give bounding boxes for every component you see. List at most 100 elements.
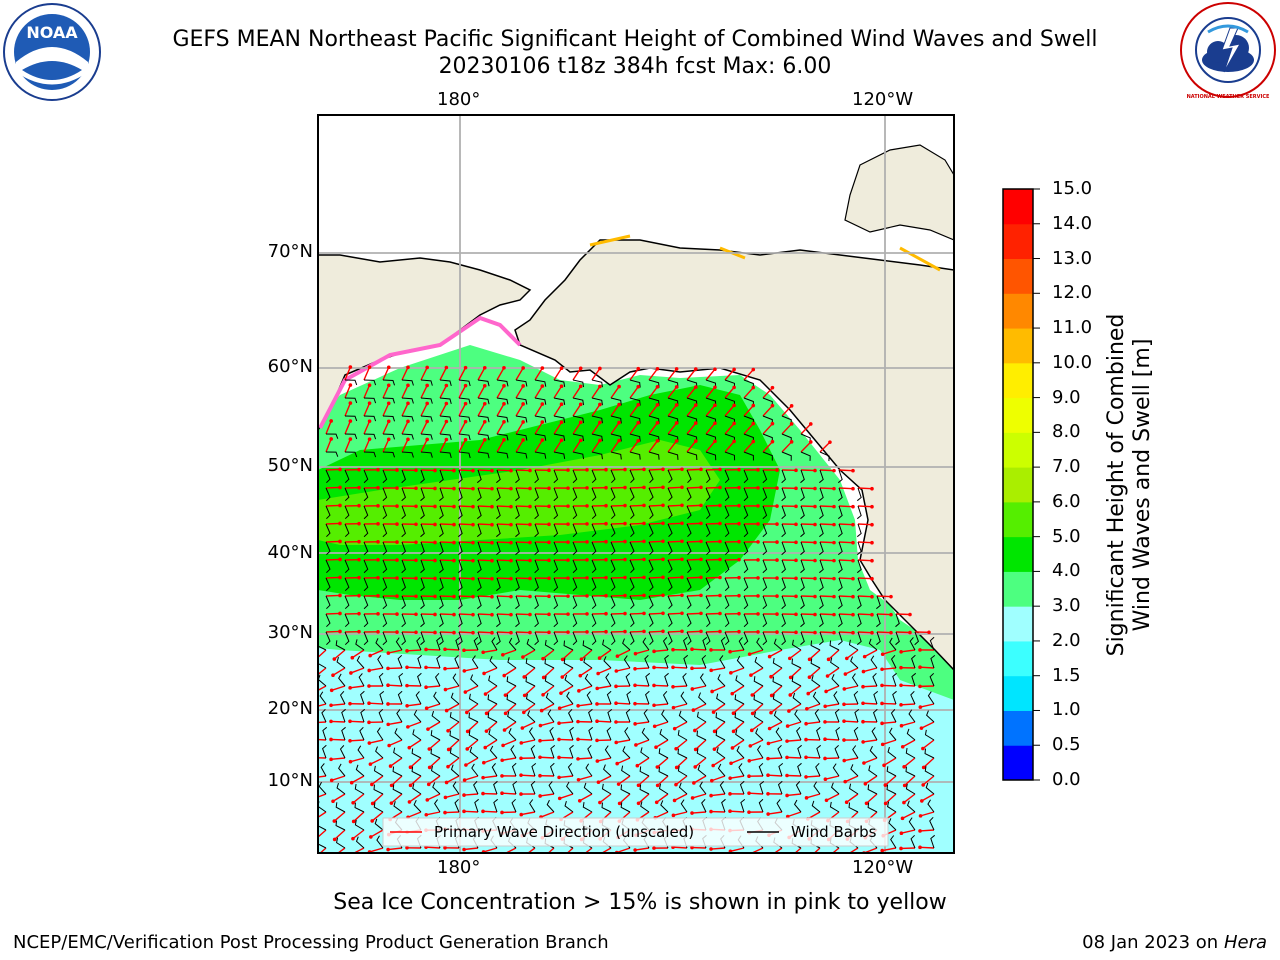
wave-arrow-head bbox=[655, 403, 660, 407]
wave-direction-arrow bbox=[769, 649, 783, 658]
wave-arrow-head bbox=[376, 468, 380, 472]
wind-barb bbox=[686, 559, 692, 574]
wind-barb bbox=[344, 613, 350, 628]
wind-barb bbox=[911, 654, 916, 669]
wave-arrow-head bbox=[756, 468, 760, 472]
wave-arrow-head bbox=[314, 658, 318, 662]
colorbar-segment bbox=[1003, 606, 1033, 642]
wind-barb bbox=[563, 640, 574, 651]
wave-arrow-head bbox=[693, 765, 698, 769]
wave-direction-arrow bbox=[332, 667, 346, 676]
wind-barb bbox=[439, 415, 452, 422]
wind-barb bbox=[800, 559, 805, 574]
wind-barb bbox=[721, 798, 726, 813]
wave-arrow-head bbox=[471, 540, 475, 545]
wind-barb bbox=[686, 631, 692, 646]
wind-barb bbox=[667, 487, 673, 502]
wind-barb bbox=[837, 487, 843, 502]
wind-barb bbox=[413, 799, 422, 813]
wind-barb bbox=[515, 469, 520, 484]
wind-barb bbox=[739, 780, 745, 795]
wind-barb bbox=[772, 657, 783, 669]
wave-arrow-head bbox=[406, 725, 410, 729]
wave-arrow-head bbox=[547, 630, 551, 635]
wind-barb bbox=[476, 541, 482, 556]
wind-barb bbox=[719, 655, 726, 669]
wave-direction-arrow bbox=[705, 404, 716, 417]
wind-barb bbox=[705, 613, 711, 628]
wave-direction-arrow bbox=[553, 367, 563, 381]
wind-barb bbox=[450, 764, 460, 777]
wave-arrow-head bbox=[709, 847, 713, 851]
wind-barb bbox=[837, 541, 843, 556]
wave-direction-arrow bbox=[705, 486, 721, 489]
colorbar-segment bbox=[1003, 467, 1033, 503]
wind-barb bbox=[716, 693, 726, 705]
wave-arrow-head bbox=[691, 708, 696, 712]
wave-direction-arrow bbox=[579, 667, 593, 677]
wave-arrow-head bbox=[770, 403, 775, 408]
wind-barb bbox=[677, 765, 688, 777]
wave-direction-arrow bbox=[318, 721, 327, 724]
wave-arrow-head bbox=[889, 612, 893, 617]
wave-arrow-head bbox=[690, 687, 695, 691]
wave-arrow-head bbox=[509, 594, 513, 599]
wave-direction-arrow bbox=[610, 440, 620, 453]
wave-arrow-head bbox=[502, 402, 506, 406]
wave-arrow-head bbox=[367, 668, 372, 673]
wave-arrow-head bbox=[367, 401, 372, 405]
colorbar-segment bbox=[1003, 501, 1033, 538]
wave-arrow-head bbox=[414, 522, 418, 527]
wave-direction-arrow bbox=[318, 649, 327, 659]
wind-barb bbox=[830, 782, 840, 795]
wave-arrow-head bbox=[652, 724, 657, 729]
wind-barb bbox=[363, 451, 377, 458]
wave-arrow-head bbox=[538, 723, 543, 728]
wave-direction-arrow bbox=[786, 739, 802, 742]
wave-arrow-head bbox=[674, 367, 679, 371]
wind-barb bbox=[610, 451, 622, 460]
wave-direction-arrow bbox=[648, 368, 658, 381]
colorbar-tick-label: 12.0 bbox=[1052, 282, 1093, 304]
wave-arrow-head bbox=[813, 630, 817, 635]
wave-arrow-head bbox=[484, 729, 489, 733]
wave-direction-arrow bbox=[686, 440, 697, 453]
wave-arrow-head bbox=[502, 673, 507, 678]
wave-arrow-head bbox=[463, 401, 468, 406]
wave-direction-arrow bbox=[768, 739, 783, 745]
wave-arrow-head bbox=[756, 486, 760, 490]
wave-arrow-head bbox=[576, 777, 581, 782]
wave-direction-arrow bbox=[482, 810, 498, 813]
wave-direction-arrow bbox=[876, 631, 892, 634]
wave-arrow-head bbox=[386, 666, 390, 671]
colorbar-frame bbox=[1002, 188, 1034, 781]
wave-arrow-head bbox=[731, 711, 736, 716]
wave-direction-arrow bbox=[330, 703, 346, 706]
wave-arrow-head bbox=[500, 758, 504, 763]
wind-barb bbox=[412, 729, 422, 741]
wave-arrow-head bbox=[408, 765, 413, 770]
wave-arrow-head bbox=[490, 630, 494, 635]
wave-direction-arrow bbox=[750, 739, 764, 747]
wave-direction-arrow bbox=[463, 810, 479, 813]
wind-barb bbox=[382, 523, 388, 538]
wave-direction-arrow bbox=[350, 685, 365, 689]
wind-barb bbox=[511, 798, 517, 813]
wind-barb bbox=[318, 781, 327, 795]
wave-arrow-head bbox=[844, 800, 849, 805]
wave-arrow-head bbox=[813, 468, 817, 473]
wave-direction-arrow bbox=[445, 685, 460, 691]
wind-barb bbox=[382, 415, 396, 422]
wave-direction-arrow bbox=[406, 666, 422, 669]
wind-barb bbox=[659, 728, 669, 741]
wind-barb bbox=[534, 505, 539, 520]
wave-direction-arrow bbox=[458, 595, 474, 598]
wave-arrow-head bbox=[367, 720, 371, 725]
colorbar-segment bbox=[1003, 710, 1033, 746]
wave-arrow-head bbox=[519, 741, 524, 745]
wave-arrow-head bbox=[541, 656, 545, 661]
wave-direction-arrow bbox=[653, 666, 669, 669]
wave-direction-arrow bbox=[724, 386, 735, 399]
wave-direction-arrow bbox=[635, 649, 650, 655]
wave-direction-arrow bbox=[786, 756, 802, 759]
